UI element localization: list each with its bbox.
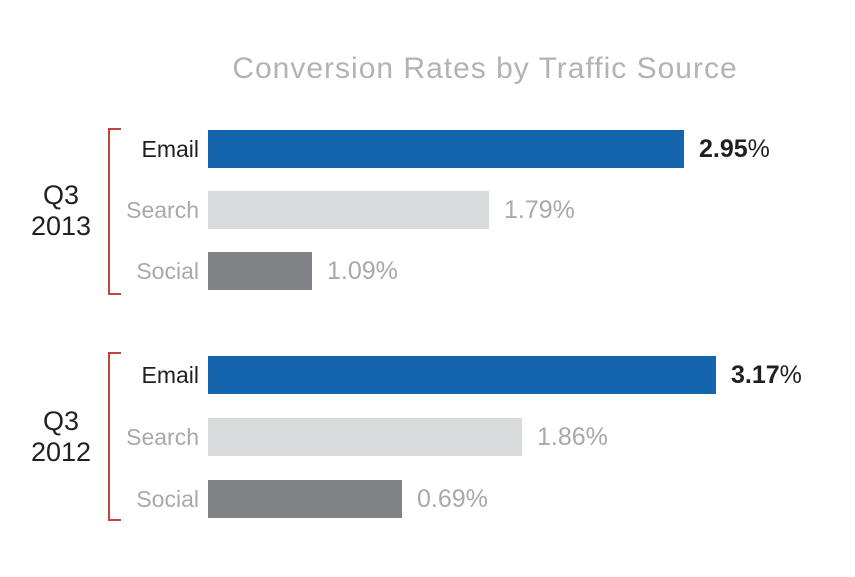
percent-sign: % [465, 485, 488, 513]
group-label-q3-2013: Q3 2013 [18, 180, 104, 242]
category-label: Email [141, 362, 199, 388]
percent-sign: % [585, 423, 608, 451]
category-label: Search [126, 197, 199, 223]
value-number: 1.09 [327, 257, 376, 285]
value-label: 1.09% [327, 252, 398, 290]
value-number: 1.79 [504, 196, 553, 224]
category-label: Social [136, 258, 199, 284]
value-number: 3.17 [731, 361, 780, 389]
group-label-line2: 2013 [30, 211, 92, 241]
bar-row-social-2012: Social 0.69% [0, 480, 855, 518]
group-bracket [108, 352, 121, 521]
bar-row-search-2012: Search 1.86% [0, 418, 855, 456]
percent-sign: % [552, 196, 575, 224]
value-label: 0.69% [417, 480, 488, 518]
bar-social-2013 [208, 252, 312, 290]
bar-social-2012 [208, 480, 402, 518]
bar-row-email-2012: Email 3.17% [0, 356, 855, 394]
category-label: Social [136, 486, 199, 512]
bar-email-2012 [208, 356, 716, 394]
bar-search-2013 [208, 191, 489, 229]
bar-email-2013 [208, 130, 684, 168]
bar-row-search-2013: Search 1.79% [0, 191, 855, 229]
value-label: 2.95% [699, 130, 770, 168]
value-label: 1.79% [504, 191, 575, 229]
chart-title: Conversion Rates by Traffic Source [232, 52, 738, 85]
percent-sign: % [747, 135, 770, 163]
value-label: 1.86% [537, 418, 608, 456]
group-label-line2: 2012 [30, 437, 92, 467]
bar-row-email-2013: Email 2.95% [0, 130, 855, 168]
percent-sign: % [375, 257, 398, 285]
group-bracket [108, 128, 121, 295]
category-label: Email [141, 136, 199, 162]
value-number: 1.86 [537, 423, 586, 451]
percent-sign: % [779, 361, 802, 389]
group-label-line1: Q3 [42, 180, 80, 210]
value-number: 0.69 [417, 485, 466, 513]
group-label-line1: Q3 [42, 406, 80, 436]
value-label: 3.17% [731, 356, 802, 394]
group-label-q3-2012: Q3 2012 [18, 406, 104, 468]
category-label: Search [126, 424, 199, 450]
value-number: 2.95 [699, 135, 748, 163]
bar-search-2012 [208, 418, 522, 456]
bar-row-social-2013: Social 1.09% [0, 252, 855, 290]
